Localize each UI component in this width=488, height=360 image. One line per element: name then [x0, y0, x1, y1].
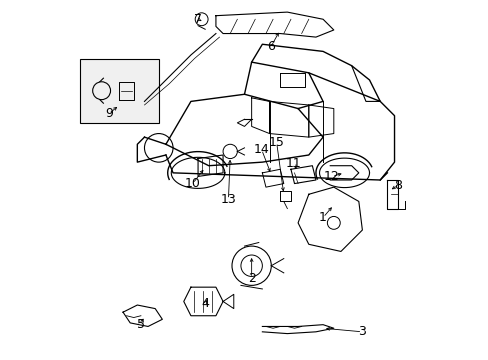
Text: 12: 12 — [324, 170, 339, 183]
Text: 9: 9 — [104, 107, 112, 120]
Text: 11: 11 — [285, 157, 301, 170]
Text: 6: 6 — [267, 40, 275, 53]
Text: 14: 14 — [253, 143, 269, 156]
Text: 10: 10 — [184, 177, 200, 190]
Text: 4: 4 — [201, 297, 209, 310]
Text: 1: 1 — [319, 211, 326, 224]
Text: 8: 8 — [393, 179, 401, 192]
Text: 13: 13 — [220, 193, 236, 206]
Text: 15: 15 — [268, 136, 284, 149]
Text: 7: 7 — [194, 13, 202, 26]
Text: 2: 2 — [247, 272, 255, 285]
Text: 3: 3 — [358, 325, 366, 338]
Bar — [80, 59, 159, 123]
Text: 5: 5 — [137, 318, 144, 331]
